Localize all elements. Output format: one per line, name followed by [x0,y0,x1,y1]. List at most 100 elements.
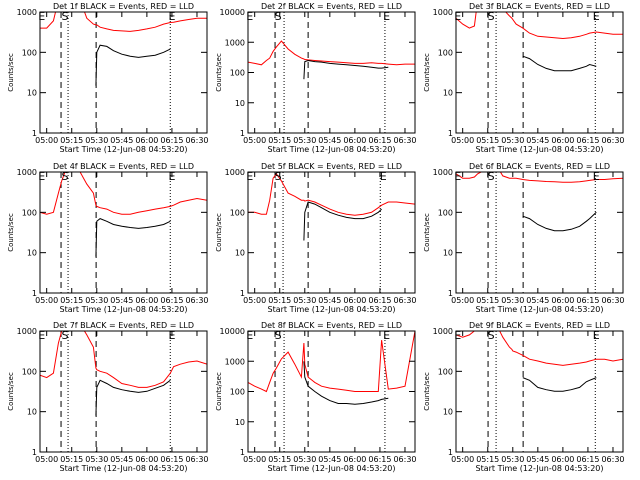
x-tick-label: 06:30 [185,136,208,145]
y-axis-label: Counts/sec [215,213,223,252]
panel: 05:00 05:15 05:30 05:45 06:00 06:15 06:30 1 10 10… [7,2,209,154]
y-tick-label: 1 [448,448,453,457]
x-tick-label: 05:30 [85,136,108,145]
annotation: E [383,329,390,342]
series-line [40,172,207,215]
x-tick-label: 05:30 [85,455,108,464]
x-tick-label: 06:00 [343,136,366,145]
x-tick-label: 06:30 [185,296,208,305]
x-tick-label: 06:15 [576,296,599,305]
series-line [303,361,389,405]
annotation: S [62,329,69,342]
annotation: S [275,329,282,342]
x-axis-label: Start Time (12-Jun-08 04:53:20) [268,145,396,154]
x-axis-label: Start Time (12-Jun-08 04:53:20) [60,145,188,154]
y-tick-label: 1 [32,129,37,138]
y-tick-label: 1 [448,129,453,138]
x-tick-label: 05:45 [318,136,341,145]
x-tick-label: 05:45 [318,296,341,305]
x-tick-label: 05:15 [476,455,499,464]
chart-title: Det 8f BLACK = Events, RED = LLD [261,321,402,330]
series-line [248,40,415,66]
x-tick-label: 06:00 [135,296,158,305]
y-axis-label: Counts/sec [7,53,15,92]
annotation: S [62,10,69,23]
y-tick-label: 10000 [220,8,245,17]
x-tick-label: 05:15 [60,455,83,464]
y-tick-label: 10 [235,249,245,258]
series-line [40,331,207,388]
x-tick-label: 06:00 [343,455,366,464]
y-axis-label: Counts/sec [7,372,15,411]
y-axis-label: Counts/sec [215,53,223,92]
annotation: E [246,10,253,23]
series-line [456,331,623,366]
annotation: E [168,170,175,183]
y-tick-label: 10 [443,89,453,98]
x-tick-label: 05:00 [243,296,266,305]
y-tick-label: 1000 [17,327,37,336]
annotation: S [275,10,282,23]
x-tick-label: 05:15 [268,136,291,145]
y-tick-label: 100 [22,367,37,376]
annotation: E [246,170,253,183]
series-line [95,44,171,86]
y-tick-label: 1 [32,289,37,298]
y-tick-label: 10 [27,408,37,417]
x-tick-label: 06:30 [393,455,416,464]
x-tick-label: 06:00 [135,136,158,145]
series-line [303,59,389,80]
plot-frame [247,171,416,294]
panel: 05:00 05:15 05:30 05:45 06:00 06:15 06:30 1 10 10… [215,321,417,473]
x-tick-label: 05:30 [293,296,316,305]
annotation: E [168,329,175,342]
y-tick-label: 100 [438,367,453,376]
annotation: S [488,10,495,23]
annotation: E [454,329,461,342]
plot-frame [39,330,208,453]
plot-frame [455,330,624,453]
x-tick-label: 05:00 [243,455,266,464]
panel: 05:00 05:15 05:30 05:45 06:00 06:15 06:30 1 10 10… [215,2,417,154]
x-tick-label: 06:30 [393,296,416,305]
y-tick-label: 1000 [433,8,453,17]
x-tick-label: 06:00 [551,136,574,145]
chart-title: Det 3f BLACK = Events, RED = LLD [469,2,610,11]
x-tick-label: 06:30 [601,455,624,464]
y-axis-label: Counts/sec [215,372,223,411]
y-tick-label: 1 [32,448,37,457]
series-line [522,211,597,232]
x-axis-label: Start Time (12-Jun-08 04:53:20) [476,305,604,314]
x-tick-label: 05:00 [35,136,58,145]
x-axis-label: Start Time (12-Jun-08 04:53:20) [268,305,396,314]
y-tick-label: 1 [240,448,245,457]
chart-title: Det 5f BLACK = Events, RED = LLD [261,162,402,171]
y-tick-label: 10 [235,418,245,427]
annotation: E [593,170,600,183]
x-tick-label: 06:30 [601,136,624,145]
y-tick-label: 1000 [433,327,453,336]
x-tick-label: 06:00 [551,455,574,464]
x-tick-label: 05:15 [268,455,291,464]
x-tick-label: 05:00 [451,296,474,305]
plot-frame [455,11,624,134]
y-tick-label: 100 [230,388,245,397]
x-axis-label: Start Time (12-Jun-08 04:53:20) [268,464,396,473]
x-tick-label: 05:00 [35,296,58,305]
chart-title: Det 7f BLACK = Events, RED = LLD [53,321,194,330]
plot-frame [39,171,208,294]
x-tick-label: 06:00 [551,296,574,305]
y-axis-label: Counts/sec [423,213,431,252]
plot-frame [455,171,624,294]
x-tick-label: 05:30 [293,455,316,464]
y-tick-label: 100 [230,69,245,78]
chart-title: Det 4f BLACK = Events, RED = LLD [53,162,194,171]
x-tick-label: 06:30 [185,455,208,464]
annotation: E [593,329,600,342]
series-line [40,12,207,32]
x-tick-label: 06:15 [368,296,391,305]
series-line [522,377,597,392]
series-line [95,218,171,257]
annotation: S [488,329,495,342]
